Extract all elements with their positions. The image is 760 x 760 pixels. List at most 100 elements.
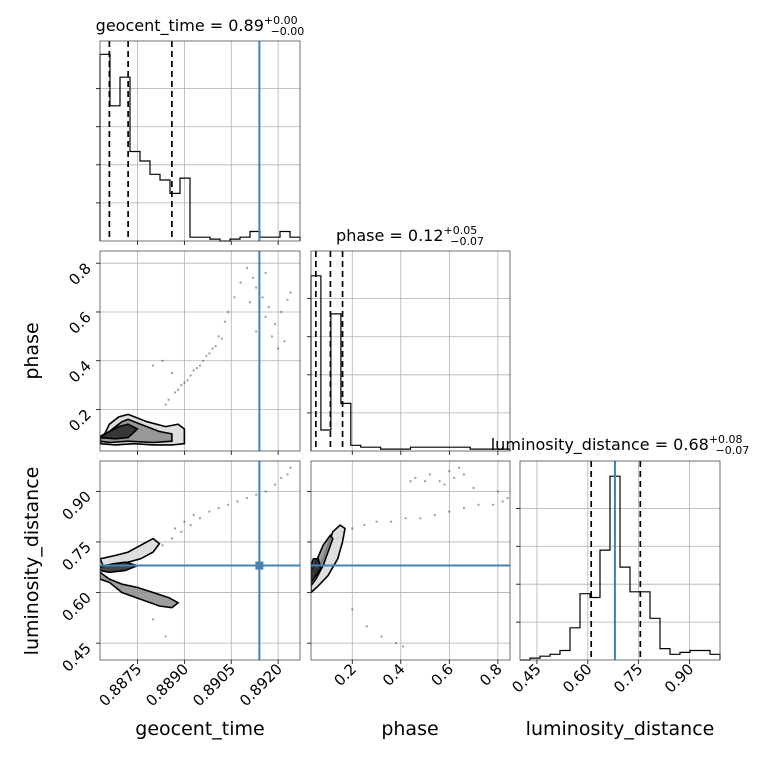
sample-point — [433, 513, 436, 517]
sample-point — [255, 493, 258, 496]
sample-point — [477, 503, 480, 506]
sample-point — [289, 466, 292, 469]
contour-level — [100, 571, 180, 609]
sample-point — [211, 347, 214, 350]
histogram-luminosity_distance — [520, 475, 721, 661]
contour-level — [100, 537, 161, 567]
sample-point — [183, 381, 186, 384]
sample-point — [161, 544, 164, 547]
panel-frame — [99, 250, 301, 452]
sample-point — [453, 476, 456, 480]
sample-point — [173, 527, 177, 530]
sample-point — [375, 520, 378, 523]
sample-point — [208, 510, 211, 513]
sample-point — [457, 466, 461, 469]
sample-point — [380, 635, 383, 638]
sample-point — [273, 323, 277, 326]
sample-point — [438, 480, 441, 483]
ylabel-luminosity_distance: luminosity_distance — [21, 467, 43, 656]
sample-point — [462, 507, 466, 510]
sample-point — [491, 503, 495, 506]
sample-point — [180, 383, 183, 387]
sample-point — [176, 388, 180, 392]
sample-point — [280, 476, 283, 480]
sample-point — [164, 635, 167, 638]
contour-level — [100, 423, 139, 440]
x-tick-label: 0.6 — [428, 660, 458, 690]
sample-point — [186, 379, 189, 382]
sample-point — [192, 369, 195, 372]
sample-point — [419, 517, 422, 520]
sample-point — [161, 359, 164, 362]
sample-point — [208, 352, 211, 355]
panel-scatter-geocent_time-phase — [96, 250, 301, 455]
histogram-geocent_time — [99, 53, 301, 242]
sample-point — [245, 496, 249, 500]
sample-point — [264, 271, 267, 275]
sample-point — [164, 403, 167, 406]
sample-point — [283, 340, 286, 343]
panel-frame — [519, 460, 721, 661]
sample-point — [402, 645, 405, 648]
sample-point — [363, 523, 366, 527]
sample-point — [506, 496, 509, 500]
sample-point — [273, 483, 277, 486]
sample-point — [414, 476, 417, 480]
sample-point — [180, 530, 183, 533]
sample-point — [151, 618, 155, 621]
sample-point — [192, 513, 195, 517]
title-luminosity_distance: luminosity_distance = 0.68+0.08 −0.07 — [491, 433, 750, 457]
sample-point — [198, 364, 202, 367]
sample-point — [170, 371, 174, 375]
sample-point — [189, 374, 192, 377]
sample-point — [448, 469, 451, 473]
sample-point — [233, 296, 236, 299]
sample-point — [389, 520, 393, 523]
sample-point — [443, 483, 446, 486]
sample-point — [351, 527, 354, 530]
sample-point — [255, 286, 258, 289]
sample-point — [226, 503, 230, 506]
sample-point — [220, 337, 224, 340]
sample-point — [448, 510, 451, 513]
title-phase: phase = 0.12+0.05 −0.07 — [336, 224, 484, 248]
panel-hist-luminosity_distance — [516, 460, 721, 664]
x-tick-label: 0.75 — [610, 660, 646, 696]
sample-point — [501, 500, 504, 503]
sample-point — [151, 364, 155, 367]
x-tick-label: 0.8890 — [142, 660, 192, 710]
y-tick-label: 0.90 — [58, 488, 94, 524]
sample-point — [261, 296, 264, 299]
sample-point — [286, 298, 289, 301]
sample-point — [270, 335, 274, 338]
sample-point — [267, 305, 270, 309]
panel-hist-phase — [307, 250, 511, 455]
x-tick-label: 0.45 — [508, 660, 544, 696]
sample-point — [170, 537, 174, 540]
panel-scatter-geocent_time-luminosity_distance — [96, 460, 301, 664]
y-tick-labels: 0.2 0.4 0.6 0.8 0.45 0.60 0.75 0.90 — [58, 259, 94, 675]
sample-point — [195, 366, 199, 370]
histogram-phase — [310, 275, 511, 451]
sample-point — [198, 517, 202, 520]
sample-point — [428, 473, 432, 476]
panel-hist-geocent_time — [96, 40, 301, 245]
sample-point — [286, 473, 289, 476]
sample-point — [217, 335, 220, 338]
sample-point — [289, 291, 292, 294]
sample-point — [394, 641, 398, 645]
sample-point — [255, 330, 258, 333]
panel-frame — [310, 250, 511, 452]
sample-point — [404, 517, 407, 520]
sample-point — [351, 608, 354, 611]
sample-point — [167, 398, 170, 401]
sample-point — [496, 490, 500, 493]
sample-point — [264, 490, 267, 493]
x-tick-label: 0.8 — [476, 660, 506, 690]
sample-point — [226, 310, 230, 314]
sample-point — [423, 480, 427, 483]
sample-point — [245, 266, 249, 270]
panel-frame — [99, 460, 301, 661]
